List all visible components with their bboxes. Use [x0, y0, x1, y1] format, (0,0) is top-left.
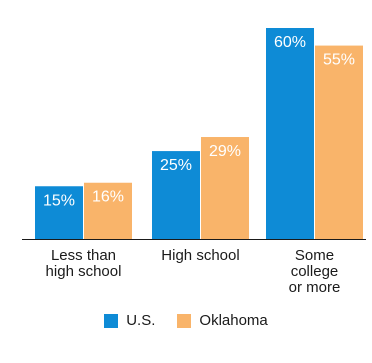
- bar-label-oklahoma-2: 55%: [323, 52, 355, 69]
- bar-oklahoma-2: [315, 45, 363, 240]
- legend-label-oklahoma: Oklahoma: [199, 312, 268, 329]
- legend: U.S. Oklahoma: [0, 312, 372, 329]
- bar-us-1: [152, 151, 200, 239]
- bar-label-us-0: 15%: [43, 192, 75, 209]
- bar-label-oklahoma-0: 16%: [92, 189, 124, 206]
- bar-us-2: [266, 28, 314, 239]
- bar-us-0: [35, 186, 83, 239]
- bar-label-us-1: 25%: [160, 157, 192, 174]
- bar-oklahoma-1: [201, 137, 249, 239]
- bar-label-us-2: 60%: [274, 34, 306, 51]
- bar-chart: 15% 16% Less than high school 25% 29% High sch…: [22, 28, 366, 296]
- legend-label-us: U.S.: [126, 312, 156, 329]
- legend-item-oklahoma: Oklahoma: [177, 312, 268, 329]
- bar-label-oklahoma-1: 29%: [209, 143, 241, 160]
- legend-item-us: U.S.: [104, 312, 155, 329]
- category-label-0: Less than high school: [46, 247, 122, 280]
- category-label-1: High school: [161, 247, 239, 264]
- bar-oklahoma-0: [84, 182, 132, 239]
- category-label-2: Some college or more: [289, 247, 341, 296]
- legend-swatch-us: [104, 313, 119, 328]
- legend-swatch-oklahoma: [177, 313, 192, 328]
